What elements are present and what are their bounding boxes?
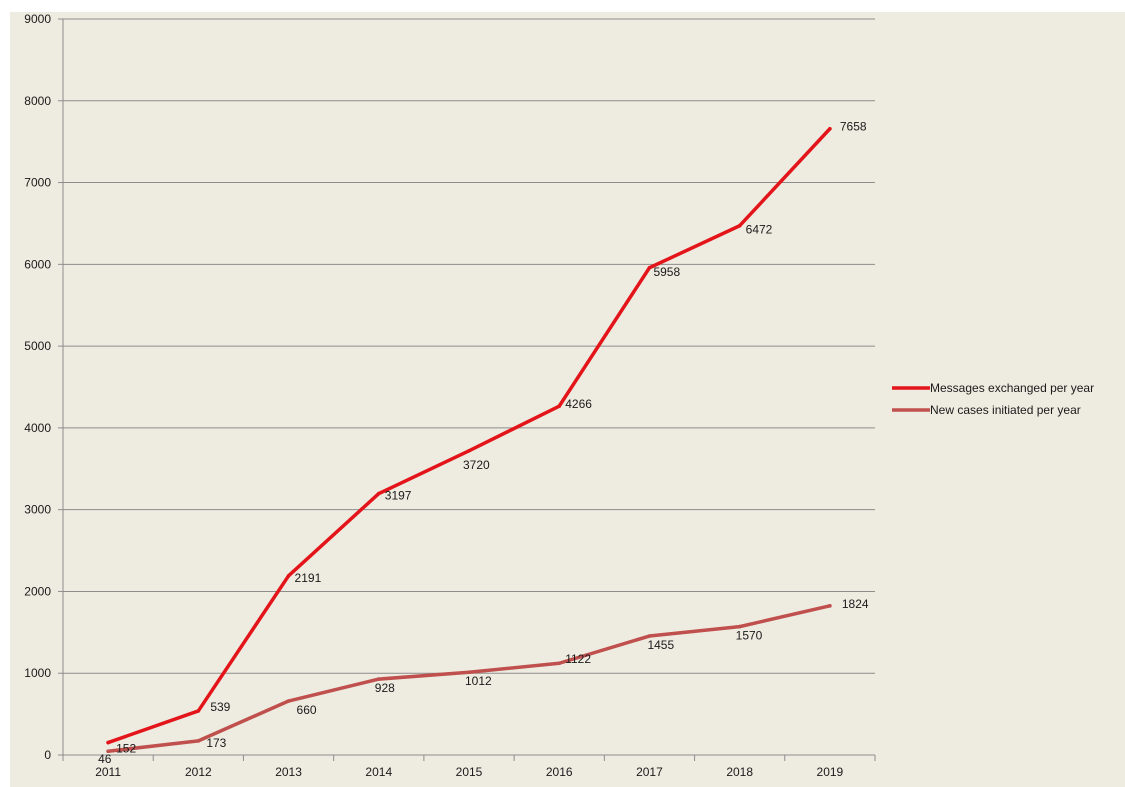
data-point	[106, 749, 110, 754]
y-tick-label: 5000	[24, 339, 51, 353]
y-tick-label: 9000	[24, 12, 51, 26]
data-label: 3197	[385, 489, 412, 503]
data-point	[647, 634, 652, 638]
data-point	[376, 677, 381, 681]
chart-area: 0 1000 2000 3000 4000 5000 6000 7000 8000 9000 201…	[10, 12, 1125, 787]
data-point	[467, 670, 471, 675]
data-label: 7658	[840, 120, 867, 134]
y-tick-label: 1000	[24, 666, 51, 680]
x-tick-label: 2014	[365, 765, 392, 779]
data-point	[106, 740, 110, 745]
x-tick-label: 2017	[636, 765, 663, 779]
data-point	[286, 699, 291, 703]
data-label: 2191	[295, 571, 322, 585]
legend-label: Messages exchanged per year	[930, 381, 1094, 395]
axes: 0 1000 2000 3000 4000 5000 6000 7000 8000 9000 201…	[24, 12, 876, 779]
series-lines	[106, 126, 832, 754]
y-tick-label: 0	[44, 748, 51, 762]
data-label: 46	[98, 752, 112, 766]
y-tick-label: 8000	[24, 94, 51, 108]
x-tick-label: 2013	[275, 765, 302, 779]
x-tick-label: 2019	[817, 765, 844, 779]
y-tick-label: 3000	[24, 503, 51, 517]
data-point	[196, 739, 201, 743]
data-label: 1570	[736, 629, 763, 643]
data-label: 6472	[746, 223, 773, 237]
y-tick-label: 6000	[24, 257, 51, 271]
line-chart: 0 1000 2000 3000 4000 5000 6000 7000 8000 9000 201…	[24, 12, 1094, 779]
x-tick-label: 2012	[185, 765, 212, 779]
x-tick-label: 2011	[95, 765, 121, 779]
data-labels: 152 539 2191 3197 3720 4266 5958 6472 7658 46 173 6…	[98, 120, 869, 766]
data-point	[286, 574, 291, 578]
data-label: 152	[116, 742, 136, 756]
data-label: 1824	[842, 597, 869, 611]
data-label: 539	[210, 700, 230, 714]
y-tick-label: 7000	[24, 176, 51, 190]
series-line-0	[106, 126, 832, 745]
y-tick-label: 4000	[24, 421, 51, 435]
data-point	[737, 223, 742, 228]
data-label: 1122	[565, 652, 591, 666]
data-point	[828, 126, 832, 131]
data-point	[737, 624, 742, 629]
data-label: 1455	[647, 638, 674, 652]
legend-label: New cases initiated per year	[930, 403, 1081, 417]
data-point	[376, 491, 381, 496]
y-tick-label: 2000	[24, 584, 51, 598]
data-label: 5958	[653, 265, 680, 279]
data-point	[647, 265, 652, 270]
data-point	[557, 404, 562, 408]
x-tick-label: 2018	[726, 765, 753, 779]
data-label: 3720	[463, 458, 490, 472]
data-point	[196, 709, 201, 713]
data-label: 928	[375, 681, 395, 695]
x-tick-label: 2016	[546, 765, 573, 779]
data-point	[467, 448, 471, 453]
data-label: 173	[206, 736, 226, 750]
data-point	[557, 661, 562, 666]
x-tick-label: 2015	[456, 765, 483, 779]
data-label: 1012	[465, 674, 492, 688]
data-point	[828, 604, 832, 608]
data-label: 4266	[565, 397, 592, 411]
data-label: 660	[297, 703, 317, 717]
gridlines	[63, 18, 875, 674]
legend: Messages exchanged per year New cases ini…	[892, 381, 1094, 417]
